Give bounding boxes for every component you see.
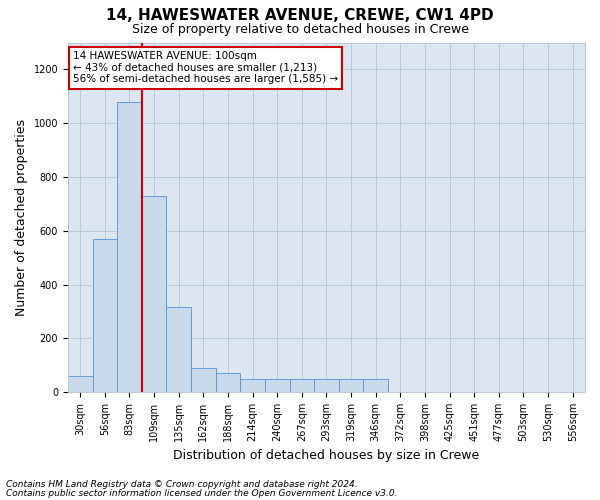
- Bar: [166, 308, 191, 392]
- Text: 14, HAWESWATER AVENUE, CREWE, CW1 4PD: 14, HAWESWATER AVENUE, CREWE, CW1 4PD: [106, 8, 494, 22]
- Bar: [92, 239, 117, 392]
- Y-axis label: Number of detached properties: Number of detached properties: [15, 119, 28, 316]
- Bar: [142, 196, 166, 392]
- X-axis label: Distribution of detached houses by size in Crewe: Distribution of detached houses by size …: [173, 450, 479, 462]
- Text: Size of property relative to detached houses in Crewe: Size of property relative to detached ho…: [131, 22, 469, 36]
- Bar: [339, 379, 364, 392]
- Bar: [240, 378, 265, 392]
- Bar: [364, 379, 388, 392]
- Text: Contains HM Land Registry data © Crown copyright and database right 2024.: Contains HM Land Registry data © Crown c…: [6, 480, 358, 489]
- Text: 14 HAWESWATER AVENUE: 100sqm
← 43% of detached houses are smaller (1,213)
56% of: 14 HAWESWATER AVENUE: 100sqm ← 43% of de…: [73, 51, 338, 84]
- Bar: [314, 379, 339, 392]
- Bar: [265, 379, 290, 392]
- Bar: [290, 379, 314, 392]
- Bar: [68, 376, 92, 392]
- Text: Contains public sector information licensed under the Open Government Licence v3: Contains public sector information licen…: [6, 488, 398, 498]
- Bar: [117, 102, 142, 392]
- Bar: [215, 373, 240, 392]
- Bar: [191, 368, 215, 392]
